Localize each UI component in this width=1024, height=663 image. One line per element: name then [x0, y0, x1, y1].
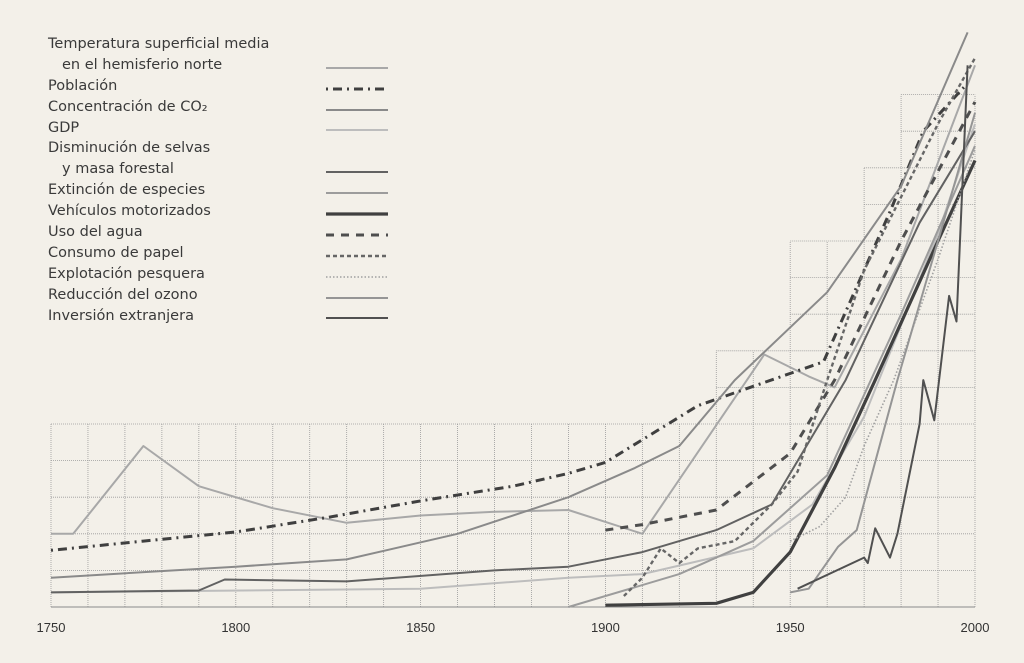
legend-label: Vehículos motorizados — [48, 203, 211, 220]
legend-item: Disminución de selvas y masa forestal — [48, 138, 398, 180]
legend-swatch — [326, 87, 388, 91]
legend-item: Inversión extranjera — [48, 306, 398, 327]
legend-label: Inversión extranjera — [48, 307, 194, 324]
series-line — [605, 159, 977, 607]
legend-item: GDP — [48, 118, 398, 139]
series-line — [623, 57, 977, 597]
legend-swatch — [326, 66, 388, 69]
x-tick-label: 1750 — [37, 620, 66, 635]
x-tick-label: 1950 — [776, 620, 805, 635]
series-line — [790, 112, 976, 594]
x-tick-label: 1900 — [591, 620, 620, 635]
legend-swatch — [326, 296, 388, 299]
legend-item: Población — [48, 76, 398, 97]
series-line — [50, 86, 966, 552]
legend-swatch — [326, 129, 388, 132]
series-line — [50, 130, 976, 594]
legend-label: Uso del agua — [48, 224, 143, 241]
legend-item: Consumo de papel — [48, 243, 398, 264]
series-line — [789, 149, 976, 542]
legend-swatch — [326, 192, 388, 195]
legend-item: Vehículos motorizados — [48, 201, 398, 222]
legend-label: GDP — [48, 119, 80, 136]
legend-item: Temperatura superficial media en el hemis… — [48, 34, 398, 76]
legend-label: Reducción del ozono — [48, 286, 198, 303]
series-line — [50, 32, 969, 579]
legend-label: Concentración de CO₂ — [48, 98, 208, 115]
legend-label: Disminución de selvas — [48, 140, 211, 157]
series-line — [605, 101, 977, 532]
series-line — [50, 123, 976, 594]
legend-item: Extinción de especies — [48, 180, 398, 201]
legend-swatch — [326, 254, 388, 257]
legend-item: Uso del agua — [48, 222, 398, 243]
legend-label: Temperatura superficial media — [48, 36, 270, 52]
legend-label: Consumo de papel — [48, 244, 184, 261]
x-tick-label: 2000 — [961, 620, 990, 635]
x-tick-label: 1800 — [221, 620, 250, 635]
legend-label: Explotación pesquera — [48, 265, 205, 282]
x-tick-label: 1850 — [406, 620, 435, 635]
legend-label: y masa forestal — [62, 161, 174, 178]
chart-legend: Temperatura superficial media en el hemis… — [48, 34, 398, 326]
legend-item: Reducción del ozono — [48, 285, 398, 306]
series-line — [797, 65, 969, 590]
legend-label: Población — [48, 77, 118, 94]
legend-label: en el hemisferio norte — [62, 56, 223, 73]
legend-swatch — [326, 171, 388, 174]
legend-item: Concentración de CO₂ — [48, 97, 398, 118]
series-line — [568, 145, 976, 608]
legend-label: Extinción de especies — [48, 182, 206, 199]
legend-swatch — [326, 108, 388, 111]
legend-item: Explotación pesquera — [48, 264, 398, 285]
legend-swatch — [326, 212, 388, 216]
legend-swatch — [326, 233, 388, 237]
legend-swatch — [326, 317, 388, 320]
